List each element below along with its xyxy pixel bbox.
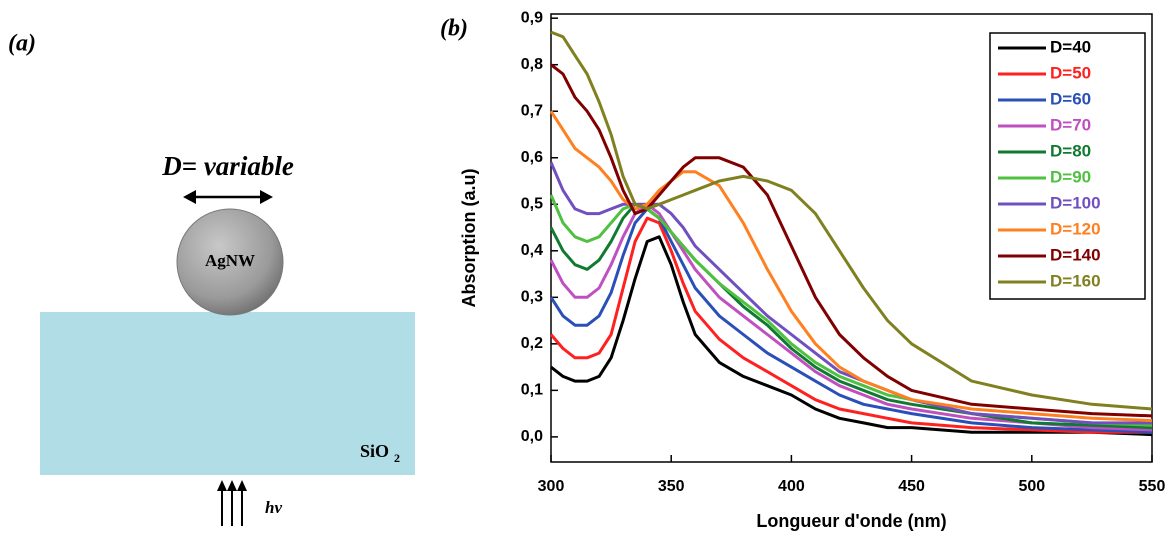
series-line (549, 207, 1153, 434)
light-arrows (217, 480, 247, 526)
y-tick-label: 0,6 (521, 149, 543, 166)
y-tick-label: 0,0 (521, 428, 543, 445)
panel-label: (a) (8, 31, 36, 57)
series-line (549, 110, 1153, 423)
x-tick-label: 350 (658, 478, 685, 495)
legend-label: D=100 (1050, 193, 1101, 212)
y-tick-label: 0,7 (521, 102, 543, 119)
legend-label: D=60 (1050, 89, 1091, 108)
legend-label: D=90 (1050, 167, 1091, 186)
dimension-label: D= variable (161, 151, 294, 181)
legend-box (989, 32, 1146, 300)
substrate (40, 312, 415, 475)
x-axis-label: Longueur d'onde (nm) (756, 511, 946, 531)
x-tick-label: 400 (778, 478, 805, 495)
series-line (550, 63, 1153, 418)
legend-label: D=50 (1050, 63, 1091, 82)
y-tick-label: 0,4 (521, 242, 543, 259)
x-tick-label: 550 (1139, 478, 1166, 495)
legend-label: D=160 (1050, 271, 1101, 290)
x-tick-label: 450 (898, 478, 925, 495)
legend-label: D=80 (1050, 141, 1091, 160)
y-tick-label: 0,3 (521, 289, 543, 306)
light-label: hv (265, 498, 282, 517)
plot-frame (550, 13, 1153, 463)
y-tick-label: 0,5 (521, 195, 543, 212)
series-line (550, 30, 1153, 411)
y-tick-label: 0,9 (521, 9, 543, 26)
series-line (549, 216, 1152, 434)
panel-label: (b) (440, 16, 468, 42)
legend-label: D=70 (1050, 115, 1091, 134)
particle-label: AgNW (205, 251, 255, 270)
legend-label: D=140 (1050, 245, 1101, 264)
substrate-subscript: 2 (394, 451, 400, 465)
legend-label: D=40 (1050, 37, 1091, 56)
x-tick-label: 300 (538, 478, 565, 495)
series-line (550, 235, 1153, 437)
series-line (549, 202, 1153, 432)
y-tick-label: 0,2 (521, 335, 543, 352)
x-tick-label: 500 (1018, 478, 1045, 495)
y-tick-label: 0,8 (521, 56, 543, 73)
substrate-label: SiO (360, 441, 389, 461)
dimension-arrow (183, 190, 273, 204)
y-tick-label: 0,1 (521, 382, 543, 399)
y-axis-label: Absorption (a.u) (459, 169, 479, 308)
legend-label: D=120 (1050, 219, 1101, 238)
nanowire (176, 208, 284, 316)
